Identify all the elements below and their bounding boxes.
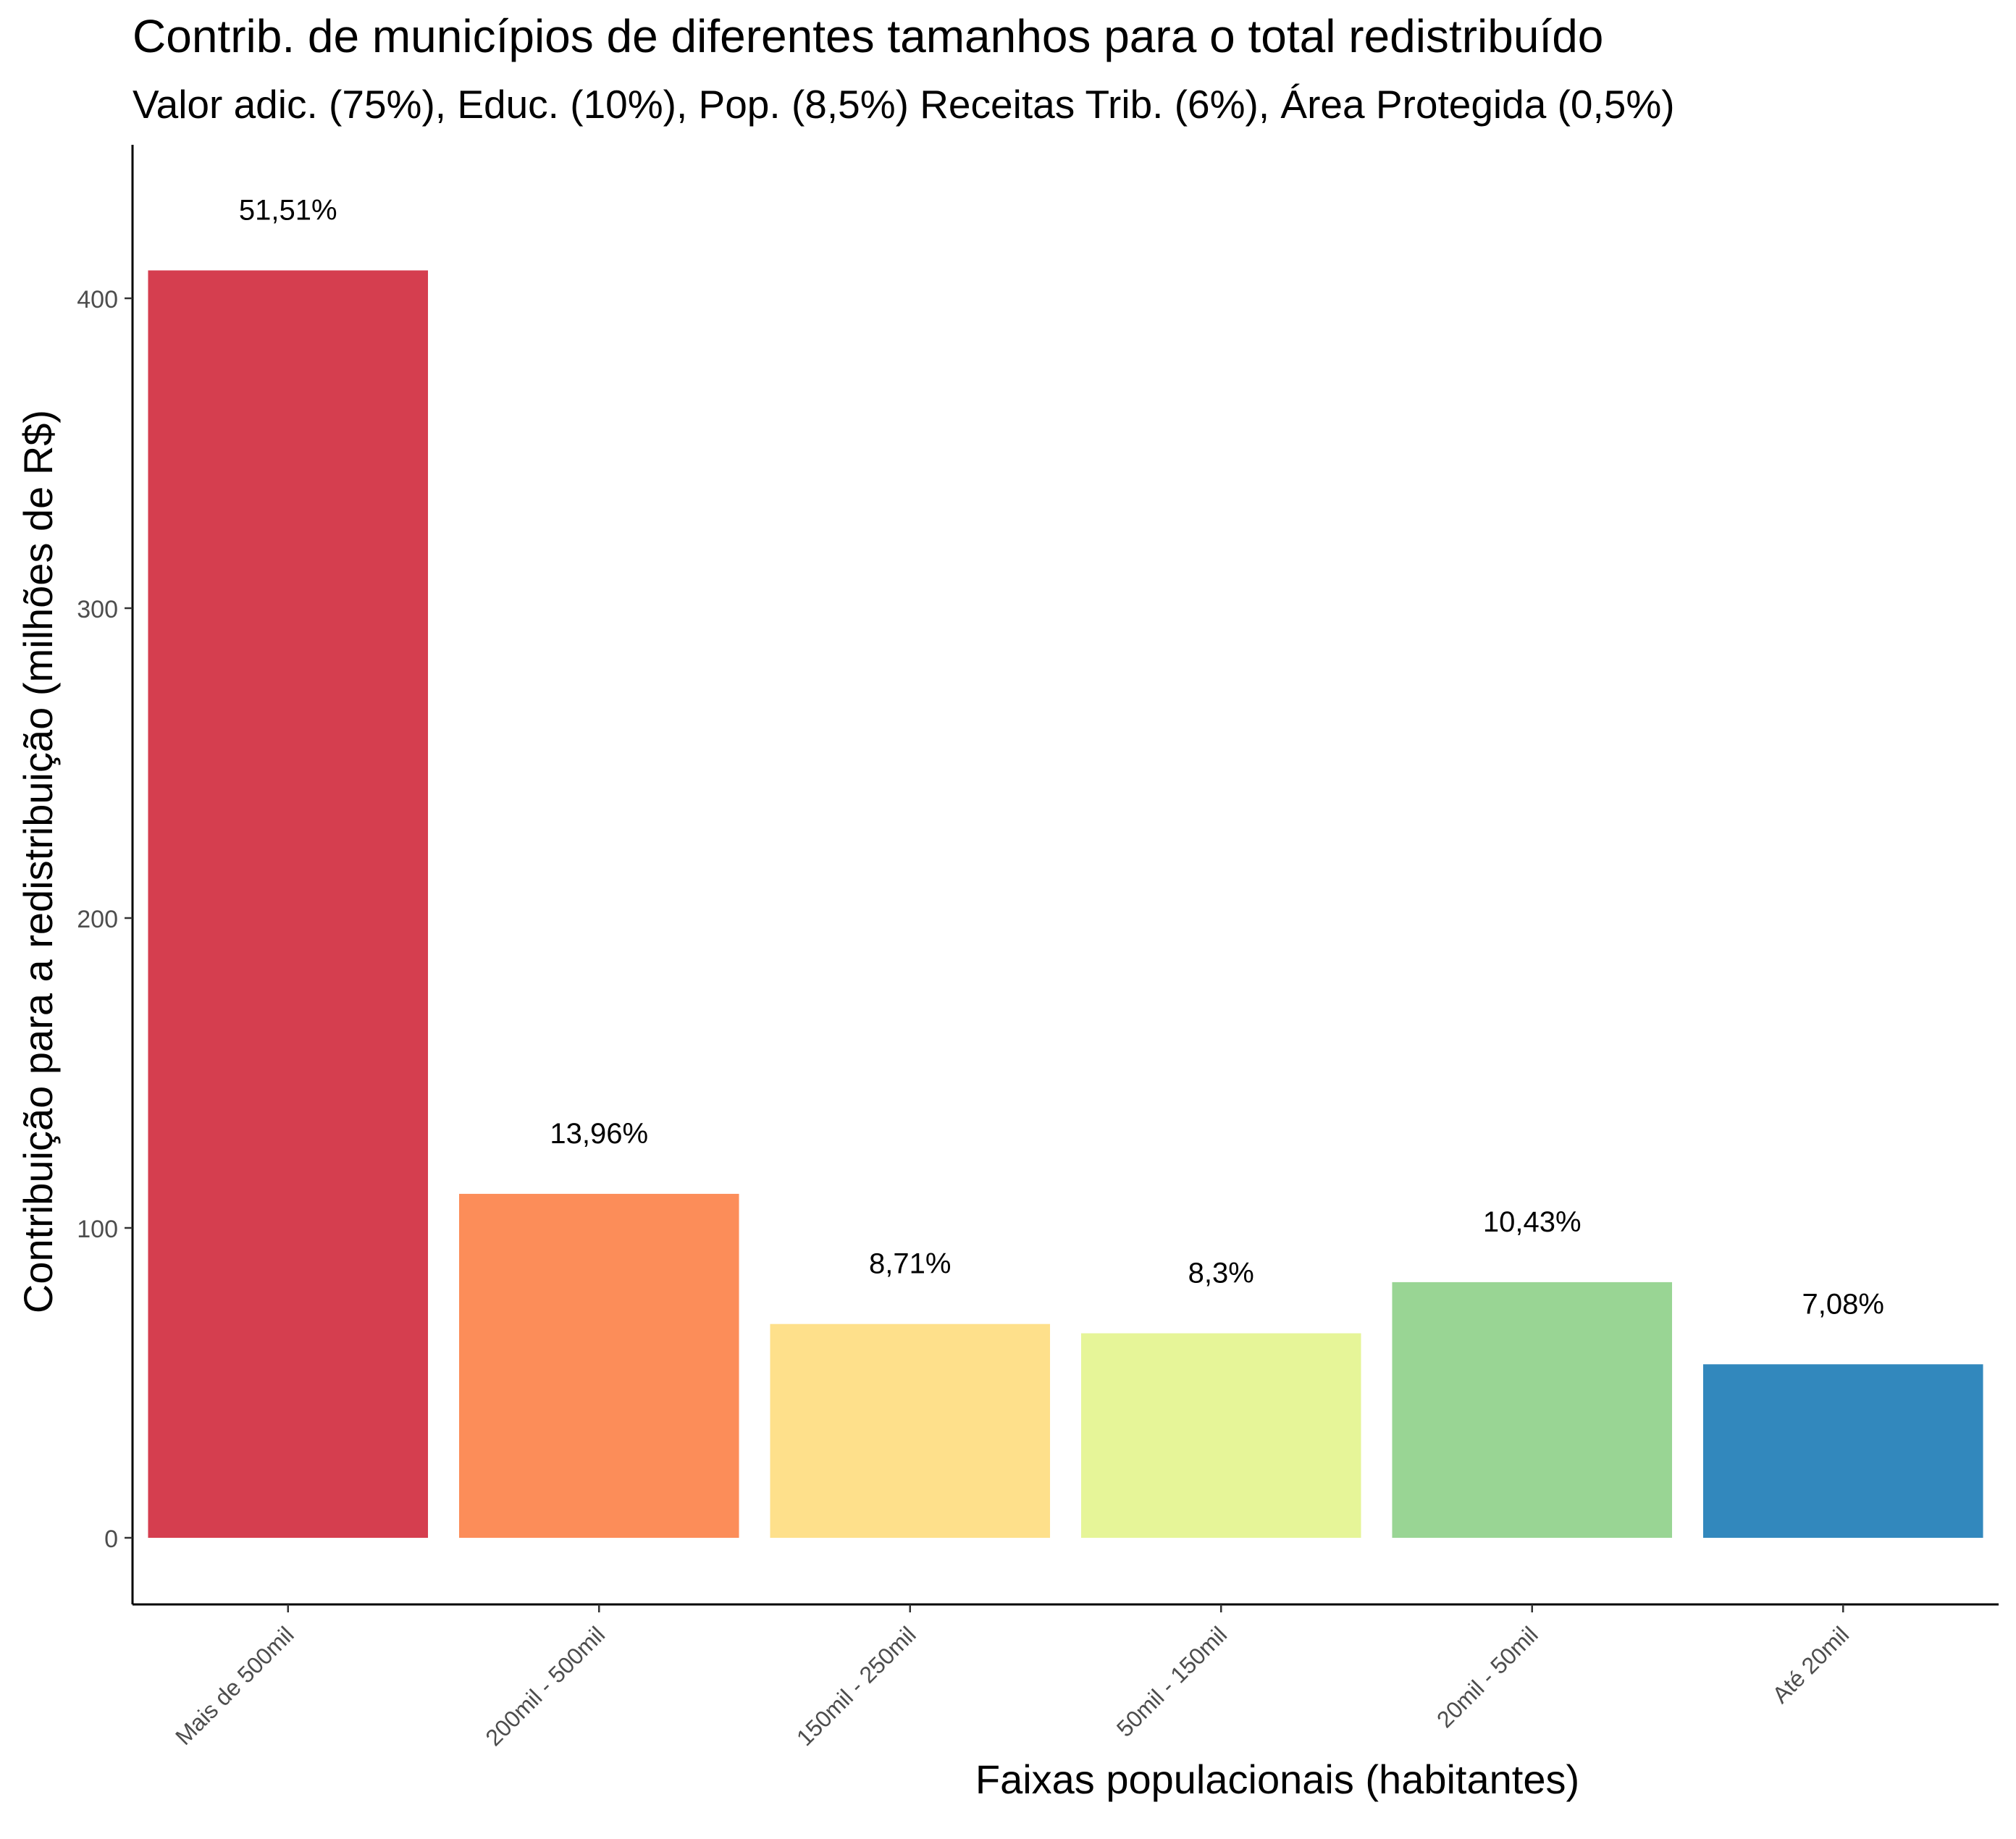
data-label: 13,96%	[550, 1118, 648, 1150]
data-label: 7,08%	[1802, 1288, 1884, 1320]
y-axis: 0 100 200 300 400	[77, 145, 134, 1604]
data-labels-group: 51,51% 13,96% 8,71% 8,3% 10,43% 7,08%	[239, 194, 1884, 1320]
chart-title: Contrib. de municípios de diferentes tam…	[133, 10, 1603, 62]
bar	[1702, 1364, 1983, 1538]
bar	[148, 270, 429, 1539]
x-axis-title: Faixas populacionais (habitantes)	[975, 1756, 1579, 1802]
bar	[1080, 1333, 1361, 1538]
y-tick-label: 200	[77, 906, 118, 933]
y-tick-label: 300	[77, 596, 118, 623]
bar	[458, 1193, 739, 1538]
y-axis-title: Contribuição para a redistribuição (milh…	[15, 410, 61, 1313]
y-tick-label: 0	[104, 1526, 118, 1553]
data-label: 51,51%	[239, 194, 337, 226]
bar	[1392, 1282, 1673, 1538]
data-label: 8,3%	[1188, 1258, 1254, 1289]
y-tick-label: 100	[77, 1216, 118, 1243]
data-label: 10,43%	[1483, 1206, 1582, 1238]
bars-group	[148, 270, 1983, 1539]
data-label: 8,71%	[869, 1248, 951, 1280]
chart-subtitle: Valor adic. (75%), Educ. (10%), Pop. (8,…	[133, 82, 1675, 127]
bar	[770, 1324, 1051, 1538]
y-tick-label: 400	[77, 286, 118, 313]
